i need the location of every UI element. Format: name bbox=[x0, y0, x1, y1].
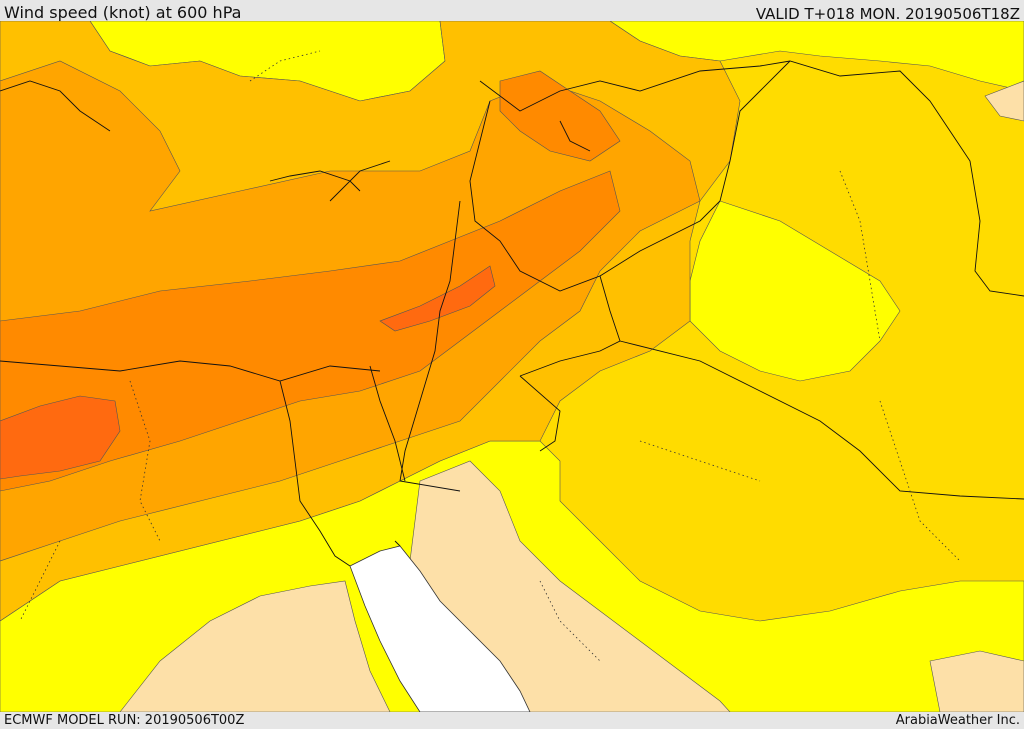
band-orange-dark bbox=[0, 395, 121, 480]
band-orange-dark-jet bbox=[379, 265, 496, 332]
band-lightest-corner bbox=[984, 80, 1024, 122]
wind-speed-map bbox=[0, 21, 1024, 712]
valid-time: VALID T+018 MON. 20190506T18Z bbox=[755, 5, 1020, 23]
map-title: Wind speed (knot) at 600 hPa bbox=[4, 3, 242, 22]
country-borders bbox=[0, 60, 1024, 567]
credit: ArabiaWeather Inc. bbox=[895, 713, 1020, 728]
band-orange-north bbox=[499, 70, 621, 162]
band-orange bbox=[0, 170, 621, 492]
admin-boundaries bbox=[19, 50, 961, 662]
model-run: ECMWF MODEL RUN: 20190506T00Z bbox=[4, 713, 245, 728]
band-lightest-egypt bbox=[119, 580, 391, 712]
map-canvas bbox=[0, 21, 1024, 712]
band-lightest-east bbox=[929, 650, 1024, 712]
red-sea bbox=[349, 545, 531, 712]
